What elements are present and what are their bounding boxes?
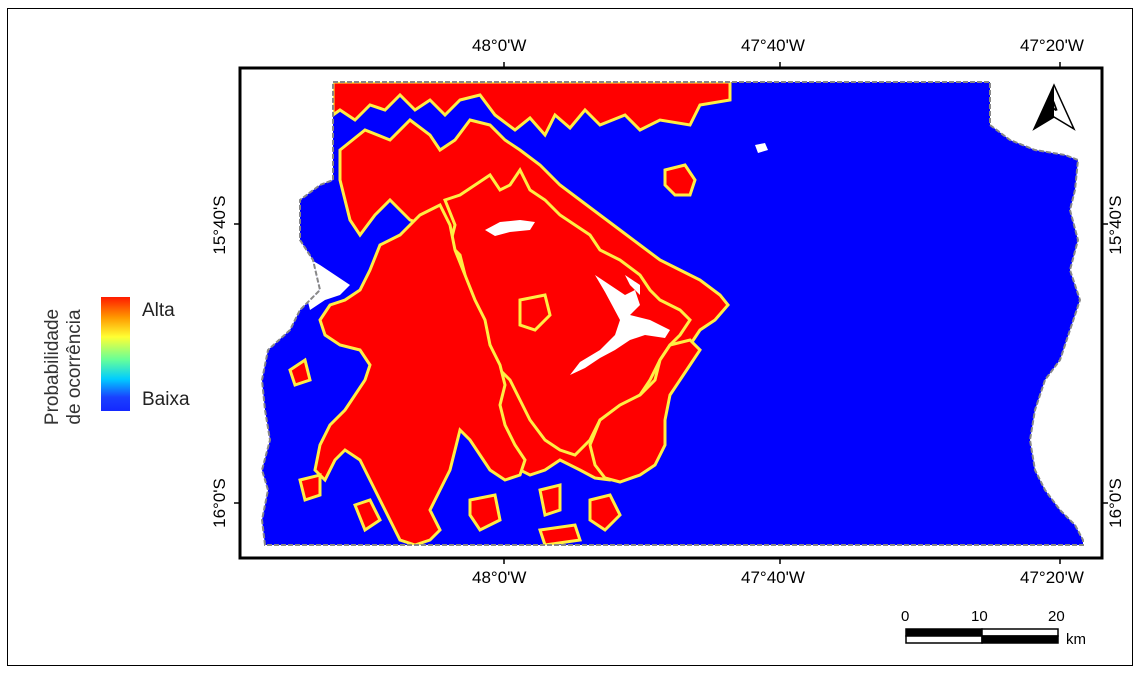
region-outline xyxy=(260,81,1084,546)
legend-high-label: Alta xyxy=(142,300,175,321)
scale-bar xyxy=(905,628,1059,644)
bottom-tick-47-20w: 47°20'W xyxy=(1020,568,1084,587)
bottom-tick-47-40w: 47°40'W xyxy=(741,568,805,587)
high-probability-zones xyxy=(288,82,732,545)
scale-unit: km xyxy=(1066,631,1086,648)
legend-colorbar xyxy=(101,297,130,411)
top-tick-48-0w: 48°0'W xyxy=(472,36,527,55)
scale-label-20: 20 xyxy=(1048,608,1065,625)
legend-low-label: Baixa xyxy=(142,389,190,410)
bottom-tick-48-0w: 48°0'W xyxy=(472,568,527,587)
top-tick-47-40w: 47°40'W xyxy=(741,36,805,55)
scale-label-10: 10 xyxy=(971,608,988,625)
top-tick-47-20w: 47°20'W xyxy=(1020,36,1084,55)
north-arrow-icon xyxy=(1032,83,1076,131)
scale-label-0: 0 xyxy=(901,608,910,625)
